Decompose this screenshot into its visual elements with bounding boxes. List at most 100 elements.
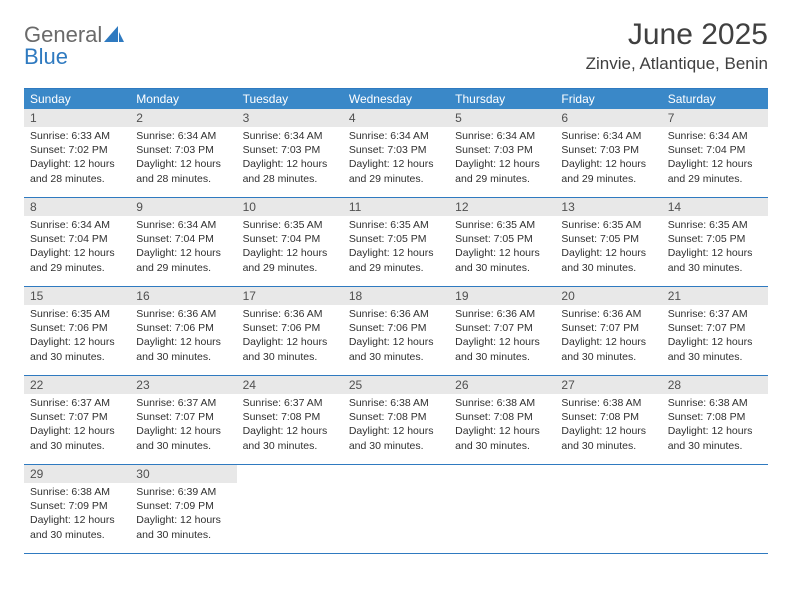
daylight-line: Daylight: 12 hours and 30 minutes.: [561, 424, 655, 452]
day-cell: 21Sunrise: 6:37 AMSunset: 7:07 PMDayligh…: [662, 287, 768, 375]
daylight-line: Daylight: 12 hours and 30 minutes.: [455, 335, 549, 363]
sunrise-line: Sunrise: 6:34 AM: [561, 129, 655, 143]
daylight-line: Daylight: 12 hours and 30 minutes.: [30, 335, 124, 363]
day-body: Sunrise: 6:36 AMSunset: 7:07 PMDaylight:…: [555, 305, 661, 370]
day-cell: 13Sunrise: 6:35 AMSunset: 7:05 PMDayligh…: [555, 198, 661, 286]
day-cell: 10Sunrise: 6:35 AMSunset: 7:04 PMDayligh…: [237, 198, 343, 286]
day-body: Sunrise: 6:38 AMSunset: 7:08 PMDaylight:…: [555, 394, 661, 459]
day-cell: 22Sunrise: 6:37 AMSunset: 7:07 PMDayligh…: [24, 376, 130, 464]
sunset-line: Sunset: 7:04 PM: [668, 143, 762, 157]
sunset-line: Sunset: 7:06 PM: [349, 321, 443, 335]
sunset-line: Sunset: 7:03 PM: [136, 143, 230, 157]
sunset-line: Sunset: 7:03 PM: [243, 143, 337, 157]
empty-cell: [555, 465, 661, 553]
day-number: 6: [555, 109, 661, 127]
day-body: Sunrise: 6:35 AMSunset: 7:05 PMDaylight:…: [449, 216, 555, 281]
sunset-line: Sunset: 7:08 PM: [243, 410, 337, 424]
day-body: Sunrise: 6:36 AMSunset: 7:06 PMDaylight:…: [237, 305, 343, 370]
day-number: 8: [24, 198, 130, 216]
sunset-line: Sunset: 7:04 PM: [30, 232, 124, 246]
sunset-line: Sunset: 7:07 PM: [455, 321, 549, 335]
weekday-header: Friday: [555, 89, 661, 109]
daylight-line: Daylight: 12 hours and 30 minutes.: [243, 335, 337, 363]
sunset-line: Sunset: 7:08 PM: [561, 410, 655, 424]
sunset-line: Sunset: 7:04 PM: [243, 232, 337, 246]
daylight-line: Daylight: 12 hours and 30 minutes.: [561, 335, 655, 363]
day-number: 17: [237, 287, 343, 305]
header: General Blue June 2025 Zinvie, Atlantiqu…: [24, 18, 768, 78]
location: Zinvie, Atlantique, Benin: [586, 54, 768, 74]
sunrise-line: Sunrise: 6:34 AM: [136, 129, 230, 143]
daylight-line: Daylight: 12 hours and 30 minutes.: [455, 246, 549, 274]
daylight-line: Daylight: 12 hours and 30 minutes.: [668, 246, 762, 274]
day-cell: 9Sunrise: 6:34 AMSunset: 7:04 PMDaylight…: [130, 198, 236, 286]
daylight-line: Daylight: 12 hours and 30 minutes.: [668, 335, 762, 363]
day-cell: 26Sunrise: 6:38 AMSunset: 7:08 PMDayligh…: [449, 376, 555, 464]
day-cell: 11Sunrise: 6:35 AMSunset: 7:05 PMDayligh…: [343, 198, 449, 286]
day-body: Sunrise: 6:39 AMSunset: 7:09 PMDaylight:…: [130, 483, 236, 548]
day-number: 23: [130, 376, 236, 394]
sunrise-line: Sunrise: 6:33 AM: [30, 129, 124, 143]
day-cell: 12Sunrise: 6:35 AMSunset: 7:05 PMDayligh…: [449, 198, 555, 286]
day-number: 14: [662, 198, 768, 216]
sunrise-line: Sunrise: 6:35 AM: [455, 218, 549, 232]
sunset-line: Sunset: 7:09 PM: [30, 499, 124, 513]
day-number: 20: [555, 287, 661, 305]
logo-blue: Blue: [24, 46, 124, 68]
day-cell: 17Sunrise: 6:36 AMSunset: 7:06 PMDayligh…: [237, 287, 343, 375]
sunset-line: Sunset: 7:07 PM: [30, 410, 124, 424]
calendar: SundayMondayTuesdayWednesdayThursdayFrid…: [24, 88, 768, 554]
day-body: Sunrise: 6:34 AMSunset: 7:04 PMDaylight:…: [24, 216, 130, 281]
day-number: 18: [343, 287, 449, 305]
sunrise-line: Sunrise: 6:34 AM: [136, 218, 230, 232]
sunset-line: Sunset: 7:08 PM: [668, 410, 762, 424]
day-number: 11: [343, 198, 449, 216]
day-cell: 5Sunrise: 6:34 AMSunset: 7:03 PMDaylight…: [449, 109, 555, 197]
day-body: Sunrise: 6:36 AMSunset: 7:07 PMDaylight:…: [449, 305, 555, 370]
day-body: Sunrise: 6:38 AMSunset: 7:08 PMDaylight:…: [343, 394, 449, 459]
day-number: 4: [343, 109, 449, 127]
day-cell: 30Sunrise: 6:39 AMSunset: 7:09 PMDayligh…: [130, 465, 236, 553]
sunset-line: Sunset: 7:06 PM: [30, 321, 124, 335]
sunrise-line: Sunrise: 6:35 AM: [561, 218, 655, 232]
day-number: 1: [24, 109, 130, 127]
day-number: 30: [130, 465, 236, 483]
sunrise-line: Sunrise: 6:34 AM: [243, 129, 337, 143]
day-cell: 25Sunrise: 6:38 AMSunset: 7:08 PMDayligh…: [343, 376, 449, 464]
sunset-line: Sunset: 7:03 PM: [349, 143, 443, 157]
week-row: 15Sunrise: 6:35 AMSunset: 7:06 PMDayligh…: [24, 286, 768, 375]
weekday-header-row: SundayMondayTuesdayWednesdayThursdayFrid…: [24, 89, 768, 109]
daylight-line: Daylight: 12 hours and 28 minutes.: [243, 157, 337, 185]
sunrise-line: Sunrise: 6:36 AM: [136, 307, 230, 321]
day-number: 27: [555, 376, 661, 394]
sunset-line: Sunset: 7:04 PM: [136, 232, 230, 246]
day-cell: 8Sunrise: 6:34 AMSunset: 7:04 PMDaylight…: [24, 198, 130, 286]
sunset-line: Sunset: 7:08 PM: [455, 410, 549, 424]
day-cell: 29Sunrise: 6:38 AMSunset: 7:09 PMDayligh…: [24, 465, 130, 553]
day-cell: 23Sunrise: 6:37 AMSunset: 7:07 PMDayligh…: [130, 376, 236, 464]
sunrise-line: Sunrise: 6:34 AM: [668, 129, 762, 143]
day-body: Sunrise: 6:34 AMSunset: 7:03 PMDaylight:…: [343, 127, 449, 192]
sunrise-line: Sunrise: 6:38 AM: [561, 396, 655, 410]
day-number: 5: [449, 109, 555, 127]
day-cell: 28Sunrise: 6:38 AMSunset: 7:08 PMDayligh…: [662, 376, 768, 464]
day-body: Sunrise: 6:38 AMSunset: 7:08 PMDaylight:…: [449, 394, 555, 459]
day-cell: 19Sunrise: 6:36 AMSunset: 7:07 PMDayligh…: [449, 287, 555, 375]
day-body: Sunrise: 6:38 AMSunset: 7:08 PMDaylight:…: [662, 394, 768, 459]
day-cell: 2Sunrise: 6:34 AMSunset: 7:03 PMDaylight…: [130, 109, 236, 197]
sunrise-line: Sunrise: 6:39 AM: [136, 485, 230, 499]
day-number: 25: [343, 376, 449, 394]
sunrise-line: Sunrise: 6:34 AM: [455, 129, 549, 143]
sunrise-line: Sunrise: 6:36 AM: [561, 307, 655, 321]
sunrise-line: Sunrise: 6:38 AM: [668, 396, 762, 410]
daylight-line: Daylight: 12 hours and 28 minutes.: [136, 157, 230, 185]
sunrise-line: Sunrise: 6:37 AM: [668, 307, 762, 321]
day-body: Sunrise: 6:35 AMSunset: 7:06 PMDaylight:…: [24, 305, 130, 370]
sunset-line: Sunset: 7:07 PM: [136, 410, 230, 424]
day-number: 16: [130, 287, 236, 305]
day-number: 7: [662, 109, 768, 127]
week-row: 29Sunrise: 6:38 AMSunset: 7:09 PMDayligh…: [24, 464, 768, 553]
daylight-line: Daylight: 12 hours and 30 minutes.: [30, 513, 124, 541]
empty-cell: [662, 465, 768, 553]
empty-cell: [237, 465, 343, 553]
